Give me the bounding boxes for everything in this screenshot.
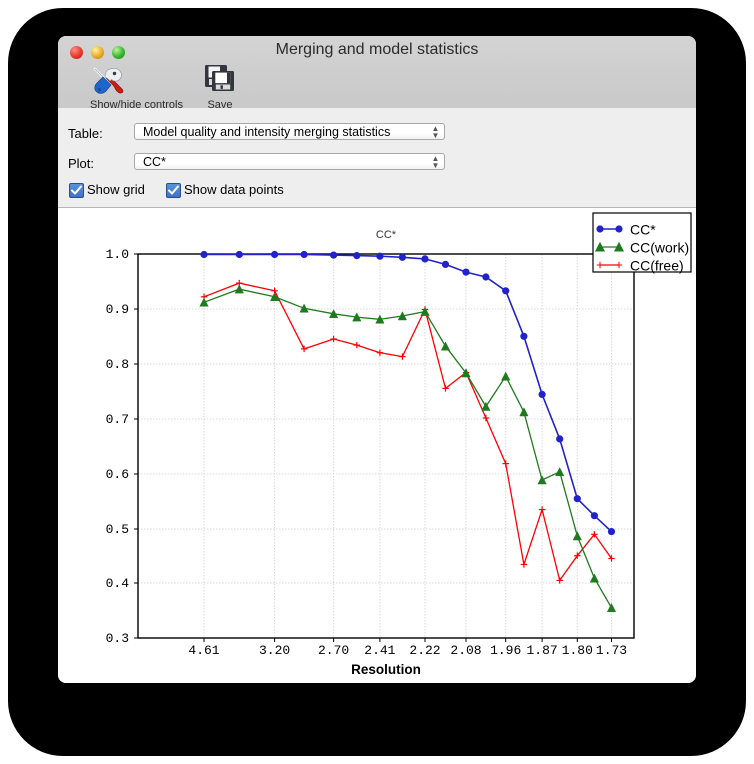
svg-text:CC(free): CC(free) <box>630 258 684 274</box>
svg-text:1.0: 1.0 <box>106 247 129 262</box>
svg-text:0.8: 0.8 <box>106 357 129 372</box>
svg-text:Resolution: Resolution <box>351 662 421 677</box>
svg-text:1.73: 1.73 <box>596 643 627 658</box>
svg-text:CC(work): CC(work) <box>630 240 689 256</box>
svg-text:2.41: 2.41 <box>364 643 395 658</box>
svg-text:2.08: 2.08 <box>450 643 481 658</box>
svg-text:4.61: 4.61 <box>188 643 219 658</box>
svg-text:0.3: 0.3 <box>106 631 129 646</box>
svg-text:0.4: 0.4 <box>106 576 130 591</box>
svg-text:2.70: 2.70 <box>318 643 349 658</box>
svg-text:1.96: 1.96 <box>490 643 521 658</box>
svg-text:3.20: 3.20 <box>259 643 290 658</box>
svg-text:0.7: 0.7 <box>106 412 129 427</box>
svg-text:1.80: 1.80 <box>562 643 593 658</box>
svg-text:CC*: CC* <box>376 229 397 241</box>
svg-text:1.87: 1.87 <box>526 643 557 658</box>
svg-text:2.22: 2.22 <box>409 643 440 658</box>
svg-text:CC*: CC* <box>630 222 656 238</box>
svg-text:0.5: 0.5 <box>106 522 129 537</box>
svg-text:0.6: 0.6 <box>106 467 129 482</box>
svg-text:0.9: 0.9 <box>106 302 129 317</box>
